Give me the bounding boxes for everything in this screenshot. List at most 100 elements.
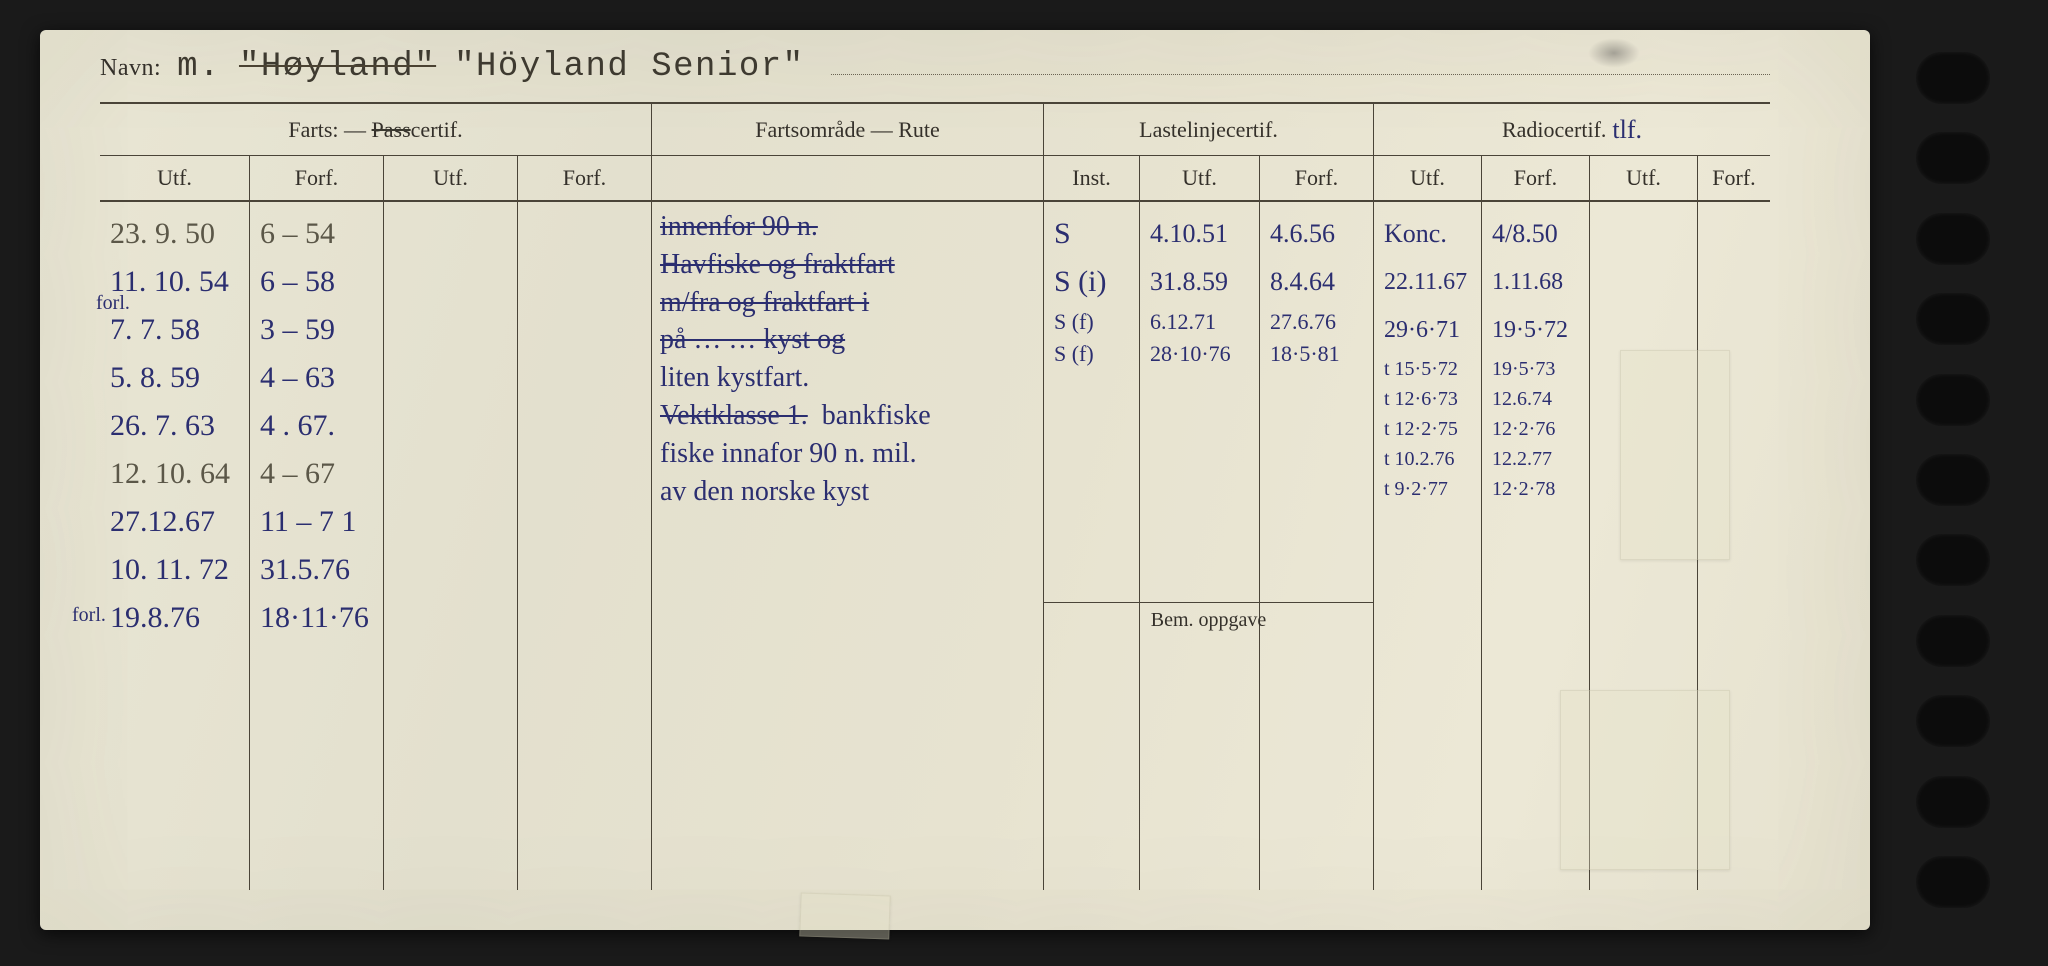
navn-row: Navn: m. "Høyland" "Höyland Senior": [100, 48, 1770, 104]
hole: [1916, 534, 1990, 586]
col-farts-forf: 6 – 54 6 – 58 3 – 59 4 – 63 4 . 67. 4 – …: [250, 202, 384, 890]
laste-utf-3: 28·10·76: [1140, 338, 1259, 370]
radio-forf-5: 12·2·76: [1482, 414, 1589, 444]
farts-prefix-2: forl.: [96, 292, 130, 315]
body-rows: 23. 9. 50 11. 10. 54 forl. 7. 7. 58 5. 8…: [100, 202, 1770, 890]
farts-forf-6: 11 – 7 1: [250, 498, 383, 546]
radio-utf-6: t 10.2.76: [1374, 444, 1481, 474]
farts-utf-stack: 23. 9. 50 11. 10. 54 forl. 7. 7. 58 5. 8…: [100, 202, 249, 642]
farts-utf-4: 26. 7. 63: [100, 402, 249, 450]
form-grid: Farts: — Passcertif. Fartsområde — Rute …: [100, 104, 1770, 890]
laste-inst-2: S (f): [1044, 306, 1139, 338]
laste-inst-stack: S S (i) S (f) S (f): [1044, 202, 1139, 370]
rute-3: på … … kyst og: [660, 321, 1035, 359]
laste-utf-2: 6.12.71: [1140, 306, 1259, 338]
tape-patch-3: [799, 892, 890, 939]
laste-forf-3: 18·5·81: [1260, 338, 1373, 370]
radio-utf-7: t 9·2·77: [1374, 474, 1481, 504]
farts-utf-7: 10. 11. 72: [100, 546, 249, 594]
col-farts-utf: 23. 9. 50 11. 10. 54 forl. 7. 7. 58 5. 8…: [100, 202, 250, 890]
sub-rute-blank: [652, 156, 1044, 200]
hole: [1916, 695, 1990, 747]
sub-lutf: Utf.: [1140, 156, 1260, 200]
col-laste-utf: 4.10.51 31.8.59 6.12.71 28·10·76: [1140, 202, 1260, 890]
farts-utf-8: forl. 19.8.76: [100, 594, 249, 642]
farts-utf-0: 23. 9. 50: [100, 210, 249, 258]
bem-divider: Bem. oppgave: [1044, 602, 1373, 632]
farts-forf-5: 4 – 67: [250, 450, 383, 498]
radio-utf-3: t 15·5·72: [1374, 354, 1481, 384]
hole: [1916, 856, 1990, 908]
sub-forf2: Forf.: [518, 156, 652, 200]
navn-value: m. "Høyland" "Höyland Senior": [177, 48, 804, 86]
farts-utf-3: 5. 8. 59: [100, 354, 249, 402]
radio-utf-1: 22.11.67: [1374, 258, 1481, 306]
sub-inst: Inst.: [1044, 156, 1140, 200]
radio-utf-0: Konc.: [1374, 210, 1481, 258]
laste-inst-0: S: [1044, 210, 1139, 258]
hole: [1916, 52, 1990, 104]
header-farts-text: Farts: — Passcertif.: [288, 117, 462, 143]
farts-forf-stack: 6 – 54 6 – 58 3 – 59 4 – 63 4 . 67. 4 – …: [250, 202, 383, 642]
header-radio-hand: tlf.: [1612, 115, 1642, 145]
hole: [1916, 776, 1990, 828]
hole: [1916, 615, 1990, 667]
farts-forf-4: 4 . 67.: [250, 402, 383, 450]
radio-utf-2: 29·6·71: [1374, 306, 1481, 354]
radio-utf-5: t 12·2·75: [1374, 414, 1481, 444]
bem-label: Bem. oppgave: [1151, 609, 1267, 631]
farts-forf-7: 31.5.76: [250, 546, 383, 594]
rute-2: m/fra og fraktfart i: [660, 284, 1035, 322]
radio-forf-0: 4/8.50: [1482, 210, 1589, 258]
tape-patch-1: [1620, 350, 1730, 560]
laste-forf-stack: 4.6.56 8.4.64 27.6.76 18·5·81: [1260, 202, 1373, 370]
col-rute: innenfor 90 n. Havfiske og fraktfart m/f…: [652, 202, 1044, 890]
header-sub: Utf. Forf. Utf. Forf. Inst. Utf. Forf. U…: [100, 156, 1770, 202]
laste-utf-stack: 4.10.51 31.8.59 6.12.71 28·10·76: [1140, 202, 1259, 370]
sub-utf1: Utf.: [100, 156, 250, 200]
col-radio-utf: Konc. 22.11.67 29·6·71 t 15·5·72 t 12·6·…: [1374, 202, 1482, 890]
sub-rforf: Forf.: [1482, 156, 1590, 200]
sub-rforf2: Forf.: [1698, 156, 1770, 200]
navn-label: Navn:: [100, 55, 161, 82]
col-farts-utf2: [384, 202, 518, 890]
rute-4: liten kystfart.: [660, 359, 1035, 397]
sub-forf1: Forf.: [250, 156, 384, 200]
laste-inst-3: S (f): [1044, 338, 1139, 370]
sub-rutf: Utf.: [1374, 156, 1482, 200]
radio-utf-stack: Konc. 22.11.67 29·6·71 t 15·5·72 t 12·6·…: [1374, 202, 1481, 504]
radio-forf-6: 12.2.77: [1482, 444, 1589, 474]
header-farts: Farts: — Passcertif.: [100, 104, 652, 155]
sub-rutf2: Utf.: [1590, 156, 1698, 200]
col-laste-forf: 4.6.56 8.4.64 27.6.76 18·5·81 Bem. oppga…: [1260, 202, 1374, 890]
header-laste: Lastelinjecertif.: [1044, 104, 1374, 155]
sub-utf2: Utf.: [384, 156, 518, 200]
laste-forf-2: 27.6.76: [1260, 306, 1373, 338]
header-radio-text: Radiocertif.: [1502, 117, 1606, 143]
radio-forf-stack: 4/8.50 1.11.68 19·5·72 19·5·73 12.6.74 1…: [1482, 202, 1589, 504]
laste-inst-1: S (i): [1044, 258, 1139, 306]
laste-utf-0: 4.10.51: [1140, 210, 1259, 258]
tape-patch-2: [1560, 690, 1730, 870]
farts-prefix-8: forl.: [72, 604, 106, 627]
radio-utf-4: t 12·6·73: [1374, 384, 1481, 414]
card-inner: Navn: m. "Høyland" "Höyland Senior" Fart…: [100, 48, 1770, 890]
navn-prefix: m.: [177, 48, 221, 86]
navn-current: "Höyland Senior": [454, 48, 804, 86]
farts-utf-5: 12. 10. 64: [100, 450, 249, 498]
header-groups: Farts: — Passcertif. Fartsområde — Rute …: [100, 104, 1770, 156]
farts-utf-6: 27.12.67: [100, 498, 249, 546]
hole: [1916, 454, 1990, 506]
laste-forf-1: 8.4.64: [1260, 258, 1373, 306]
hole: [1916, 374, 1990, 426]
radio-forf-4: 12.6.74: [1482, 384, 1589, 414]
scan-wrapper: Navn: m. "Høyland" "Höyland Senior" Fart…: [0, 20, 2048, 966]
index-card: Navn: m. "Høyland" "Höyland Senior" Fart…: [40, 30, 1870, 930]
navn-dotted-line: [831, 58, 1770, 75]
col-laste-inst: S S (i) S (f) S (f): [1044, 202, 1140, 890]
radio-forf-2: 19·5·72: [1482, 306, 1589, 354]
hole: [1916, 293, 1990, 345]
rute-6: fiske innafor 90 n. mil.: [660, 435, 1035, 473]
header-rute: Fartsområde — Rute: [652, 104, 1044, 155]
farts-forf-8: 18·11·76: [250, 594, 383, 642]
